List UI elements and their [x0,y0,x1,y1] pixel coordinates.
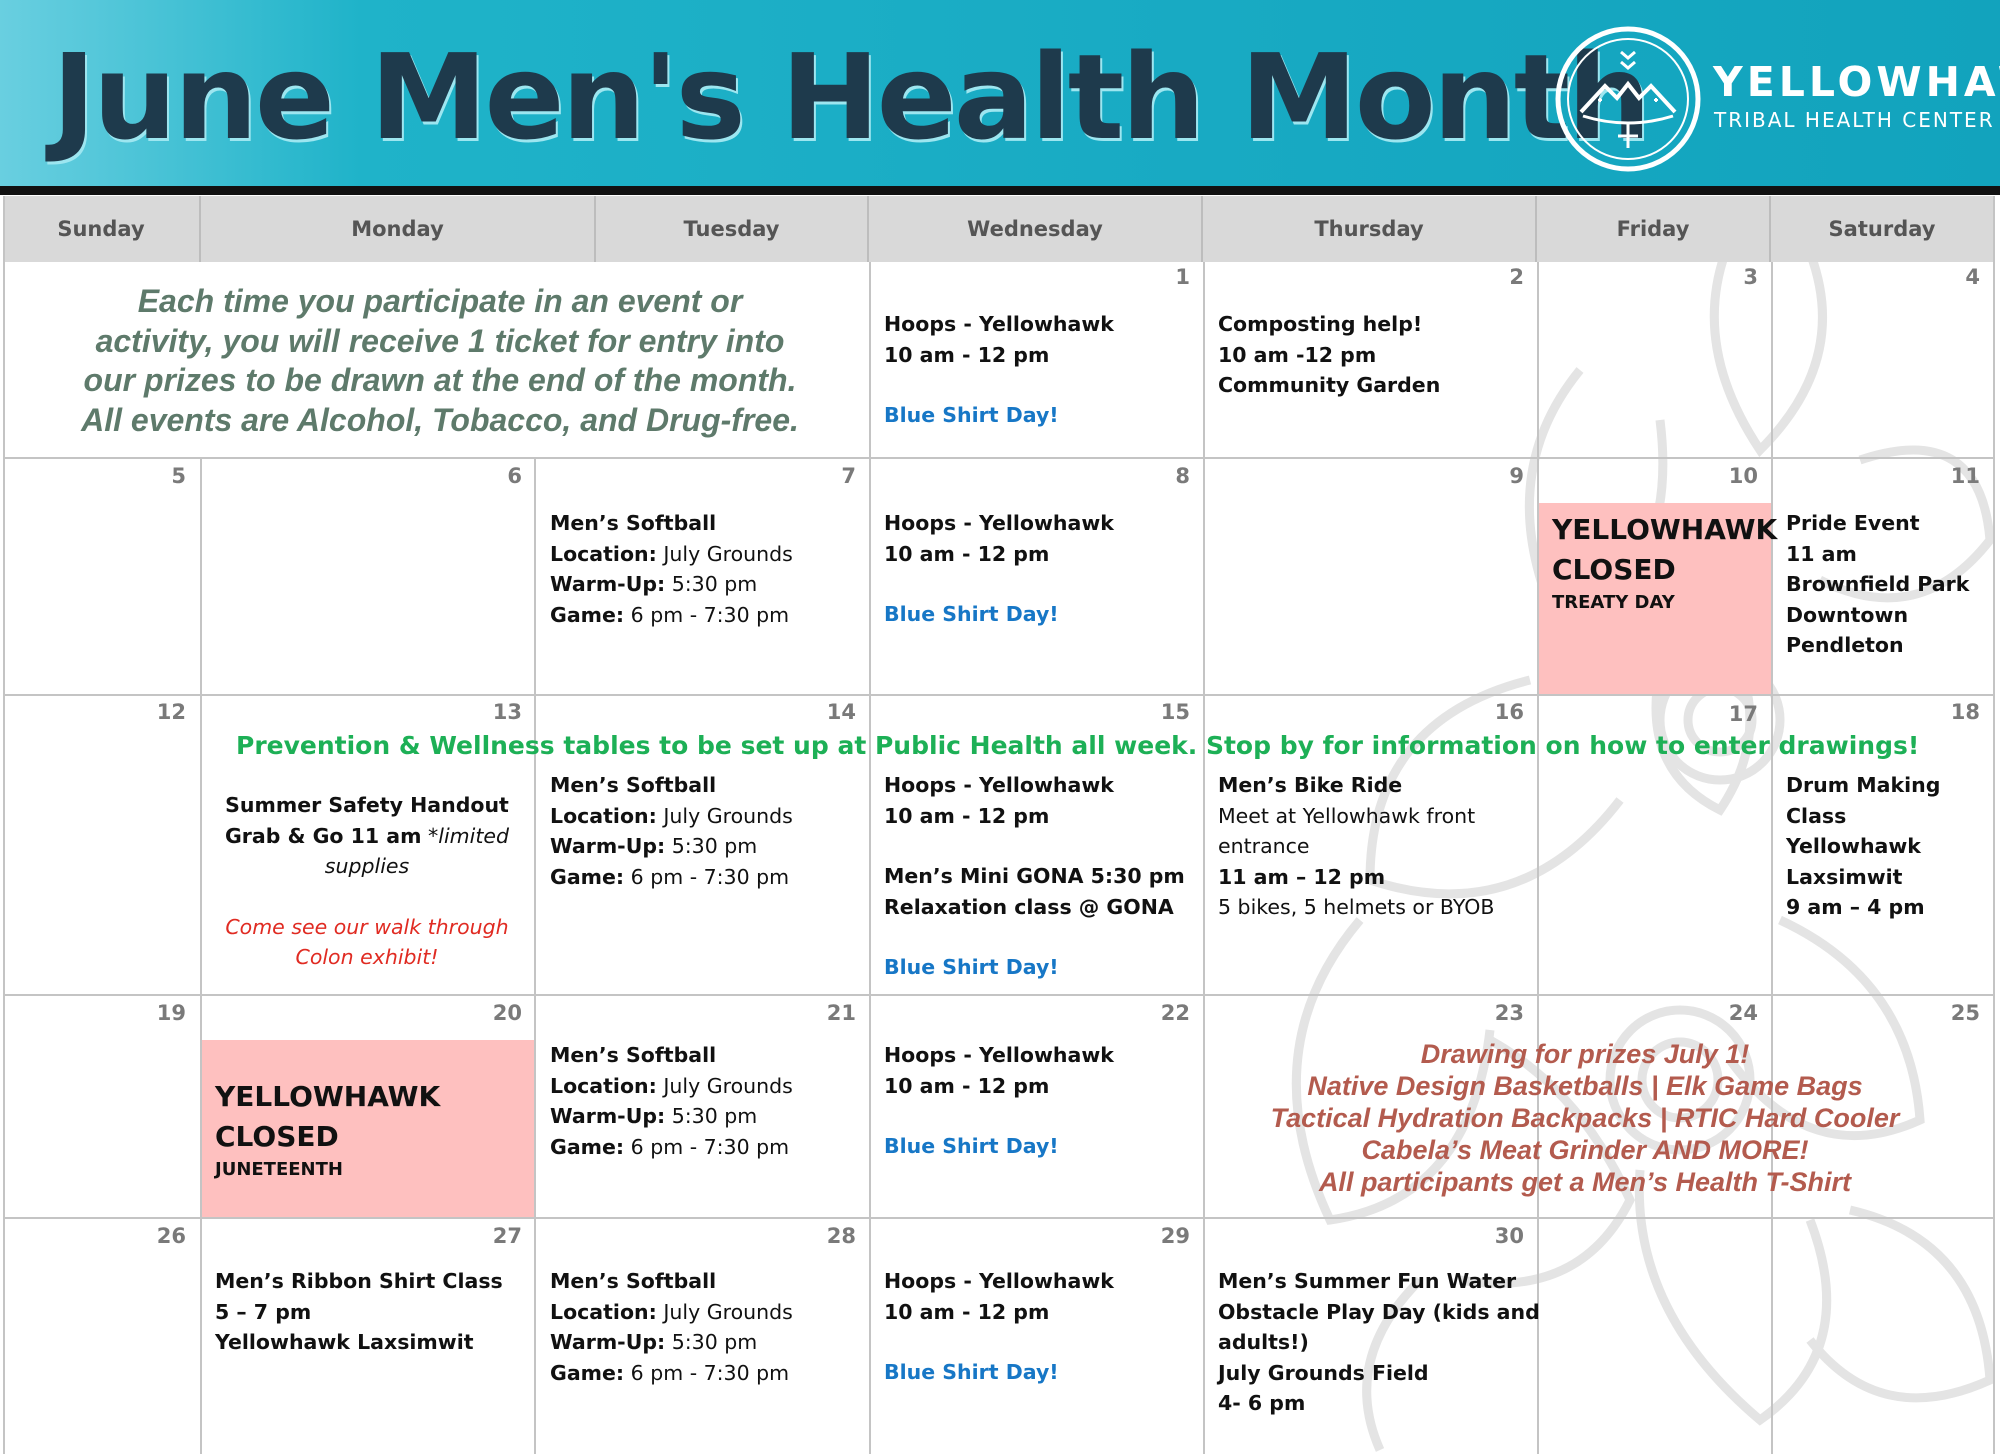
event-hoops: Hoops - Yellowhawk 10 am - 12 pm Blue Sh… [884,309,1114,431]
blue-shirt-day: Blue Shirt Day! [884,955,1059,979]
day-number: 20 [492,1001,522,1025]
day-number: 3 [1743,265,1758,289]
day-number: 24 [1728,1001,1758,1025]
day-number: 28 [826,1224,856,1248]
grid-line [1993,196,1995,1454]
event-drum-making: Drum Making Class Yellowhawk Laxsimwit 9… [1786,773,1941,919]
event-hoops: Hoops - Yellowhawk 10 am - 12 pm Blue Sh… [884,508,1114,630]
grid-line [3,694,1995,696]
day-number: 6 [507,464,522,488]
day-number: 5 [171,464,186,488]
day-number: 25 [1950,1001,1980,1025]
day-number: 14 [826,700,856,724]
event-hoops: Hoops - Yellowhawk 10 am - 12 pm Men’s M… [884,770,1185,983]
day-number: 11 [1950,464,1980,488]
day-number: 2 [1509,265,1524,289]
yellowhawk-logo-icon [1555,26,1701,172]
weekday-wednesday: Wednesday [869,196,1203,262]
event-closed-treaty-day: YELLOWHAWK CLOSED TREATY DAY [1552,513,1778,613]
day-number: 29 [1160,1224,1190,1248]
day-number: 12 [156,700,186,724]
grid-line [534,457,536,1454]
day-number: 18 [1950,700,1980,724]
grid-line [200,457,202,1454]
event-bike-ride: Men’s Bike Ride Meet at Yellowhawk front… [1218,773,1495,919]
day-number: 26 [156,1224,186,1248]
page-title: June Men's Health Month [52,28,1651,166]
grid-line [3,196,5,1454]
day-number: 9 [1509,464,1524,488]
day-number: 16 [1494,700,1524,724]
day-number: 8 [1175,464,1190,488]
event-hoops: Hoops - Yellowhawk 10 am - 12 pm Blue Sh… [884,1040,1114,1162]
intro-line: activity, you will receive 1 ticket for … [95,322,785,359]
org-name: YELLOWHAWK [1713,58,2000,106]
weekday-friday: Friday [1537,196,1771,262]
weekday-thursday: Thursday [1203,196,1537,262]
day-number: 22 [1160,1001,1190,1025]
weekday-monday: Monday [201,196,596,262]
blue-shirt-day: Blue Shirt Day! [884,602,1059,626]
event-composting: Composting help! 10 am -12 pm Community … [1218,312,1441,397]
grid-line [869,262,871,1454]
day-number: 27 [492,1224,522,1248]
grid-line [3,994,1995,996]
blue-shirt-day: Blue Shirt Day! [884,403,1059,427]
event-closed-juneteenth: YELLOWHAWK CLOSED JUNETEENTH [215,1080,441,1180]
event-hoops: Hoops - Yellowhawk 10 am - 12 pm Blue Sh… [884,1266,1114,1388]
event-summer-safety: Summer Safety Handout Grab & Go 11 am *l… [224,793,509,969]
day-number: 23 [1494,1001,1524,1025]
wellness-banner: Prevention & Wellness tables to be set u… [236,731,1920,760]
day-number: 15 [1160,700,1190,724]
event-softball: Men’s Softball Location: July Grounds Wa… [550,511,793,627]
day-number: 4 [1965,265,1980,289]
weekday-saturday: Saturday [1771,196,1995,262]
day-number: 21 [826,1001,856,1025]
day-number: 30 [1494,1224,1524,1248]
day-number: 19 [156,1001,186,1025]
grid-line [3,457,1995,459]
event-softball: Men’s Softball Location: July Grounds Wa… [550,1269,793,1385]
intro-line: All events are Alcohol, Tobacco, and Dru… [81,401,799,438]
day-number: 17 [1728,702,1758,726]
intro-text: Each time you participate in an event or… [40,282,840,440]
closed-highlight [1539,503,1771,694]
closed-highlight [202,1040,534,1217]
weekday-sunday: Sunday [3,196,201,262]
prizes-announcement: Drawing for prizes July 1! Native Design… [1270,1039,1900,1197]
event-ribbon-shirt: Men’s Ribbon Shirt Class 5 – 7 pm Yellow… [215,1269,503,1354]
intro-line: our prizes to be drawn at the end of the… [83,362,797,398]
blue-shirt-day: Blue Shirt Day! [884,1360,1059,1384]
grid-line [1771,262,1773,1454]
intro-line: Each time you participate in an event or [137,283,743,319]
day-number: 10 [1728,464,1758,488]
grid-line [1537,262,1539,1454]
event-softball: Men’s Softball Location: July Grounds Wa… [550,1043,793,1159]
blue-shirt-day: Blue Shirt Day! [884,1134,1059,1158]
grid-line [3,1217,1995,1219]
weekday-tuesday: Tuesday [596,196,869,262]
header-divider [0,186,2000,195]
event-softball: Men’s Softball Location: July Grounds Wa… [550,773,793,889]
day-number: 1 [1175,265,1190,289]
event-pride: Pride Event 11 am Brownfield Park Downto… [1786,511,1970,657]
grid-line [1203,262,1205,1454]
org-subtitle: TRIBAL HEALTH CENTER [1714,108,1995,132]
day-number: 13 [492,700,522,724]
day-number: 7 [841,464,856,488]
event-water-obstacle: Men’s Summer Fun Water Obstacle Play Day… [1218,1269,1540,1415]
